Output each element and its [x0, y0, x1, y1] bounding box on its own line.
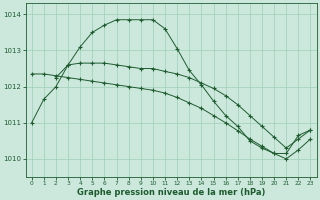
X-axis label: Graphe pression niveau de la mer (hPa): Graphe pression niveau de la mer (hPa) — [77, 188, 265, 197]
